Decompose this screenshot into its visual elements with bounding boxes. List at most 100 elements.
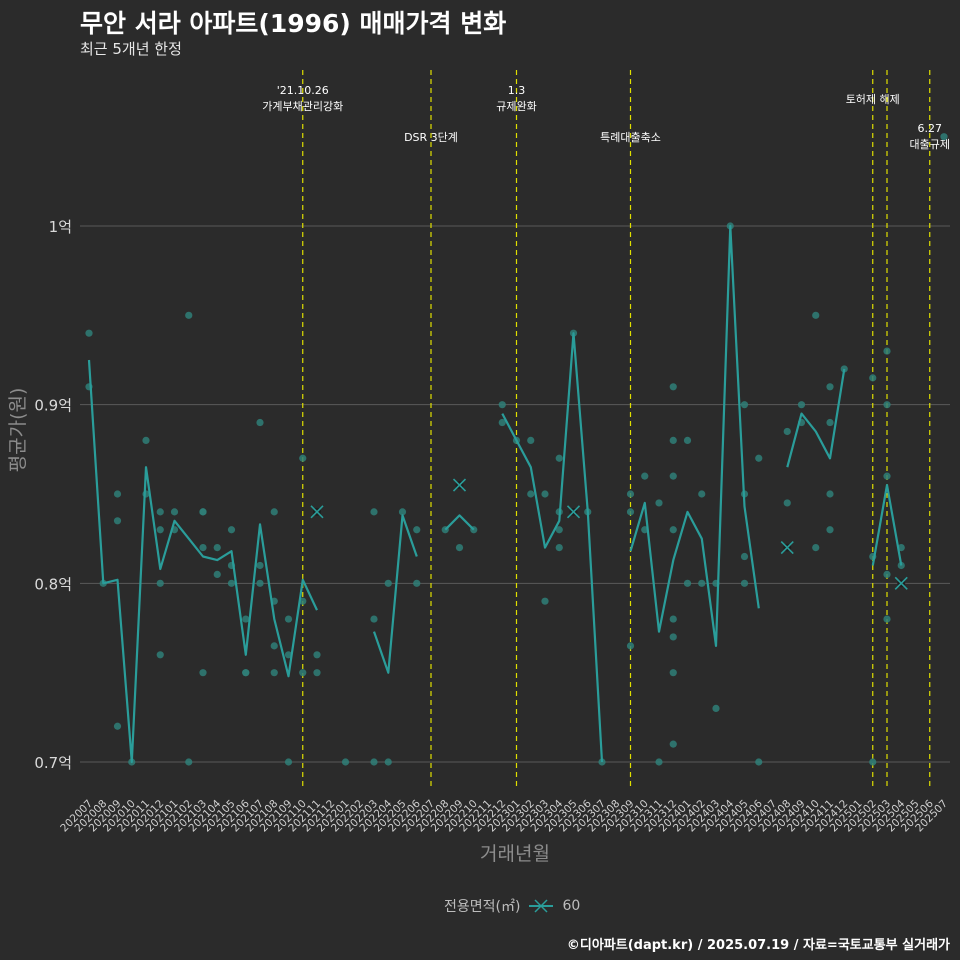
legend-item-60: 60 [562,898,581,914]
data-point [270,642,278,650]
data-point [498,401,506,409]
data-point [826,418,834,427]
data-point [683,579,692,587]
data-point [142,436,150,444]
data-point [698,490,706,498]
data-point [755,454,763,462]
data-point [413,526,421,534]
event-label: 1.3 [508,84,526,97]
data-point [527,490,535,498]
data-point [185,311,193,319]
data-point [698,579,706,587]
data-point [413,579,421,587]
event-label: 규제완화 [496,100,536,113]
data-point [883,570,891,579]
data-point [284,615,293,623]
data-point [869,374,877,382]
legend: 전용면적(㎡) 60 [444,896,580,916]
data-point [455,544,464,552]
data-point [555,526,563,534]
y-tick-label: 1억 [49,218,72,236]
data-point [669,526,677,534]
data-point [199,508,207,516]
chart-subtitle: 최근 5개년 한정 [80,40,182,58]
data-point [170,508,179,516]
data-point [370,508,378,516]
data-point [156,579,164,587]
data-point [869,758,877,766]
data-point [242,669,250,677]
data-point [156,526,164,534]
single-marker [310,505,324,519]
data-point [313,651,321,659]
data-point [626,490,635,498]
data-point [185,758,193,766]
data-point [113,490,122,498]
series-line-60 [786,368,846,468]
y-tick-label: 0.9억 [34,397,72,415]
data-point [883,401,891,409]
data-point [227,526,236,534]
data-point [85,329,93,337]
data-point [669,740,677,748]
data-point [655,499,663,507]
data-point [883,347,891,355]
chart-title: 무안 서라 아파트(1996) 매매가격 변화 [80,9,507,38]
event-label: 특례대출축소 [600,131,661,144]
single-marker [566,505,581,519]
data-point [683,436,692,444]
data-point [641,472,649,480]
event-label: DSR 3단계 [404,131,458,144]
data-point [669,436,677,444]
data-point [626,508,635,516]
data-point [242,615,250,623]
data-point [370,615,378,623]
event-label: 토허제 해제 [846,92,900,106]
data-point [156,508,164,516]
data-point [555,454,563,462]
data-point [270,669,278,677]
event-label: '21.10.26 [277,84,329,97]
data-point [227,579,236,587]
data-point [113,722,122,730]
data-point [655,758,663,766]
series-line-60 [871,484,903,566]
data-point [669,472,677,480]
data-point [256,418,264,427]
data-point [541,490,549,498]
data-point [783,499,791,507]
data-point [256,579,264,587]
event-label: 가계부채관리강화 [262,100,343,113]
data-point [755,758,763,766]
x-axis-title: 거래년월 [480,843,550,865]
data-point [370,758,378,766]
data-point [812,544,820,552]
data-point [527,436,535,444]
series-line-60 [629,224,760,647]
data-point [113,517,122,525]
data-point [812,311,820,319]
data-point [883,615,891,623]
data-point [740,579,749,587]
data-point [270,508,278,516]
series-line-60 [87,359,318,764]
data-point [740,552,749,561]
legend-swatch-icon [529,899,554,913]
data-point [940,133,948,141]
data-point [213,570,221,579]
data-point [299,669,307,677]
data-point [826,490,834,498]
data-point [256,561,264,570]
data-point [213,544,221,552]
data-point [797,401,806,409]
y-tick-label: 0.7억 [34,754,72,772]
data-point [883,472,891,480]
event-label: 6.27 [918,122,943,135]
legend-title: 전용면적(㎡) [444,899,521,915]
single-marker [452,478,467,492]
data-point [398,508,407,516]
event-label: 대출규제 [910,138,950,151]
data-point [555,544,563,552]
data-point [156,651,164,659]
